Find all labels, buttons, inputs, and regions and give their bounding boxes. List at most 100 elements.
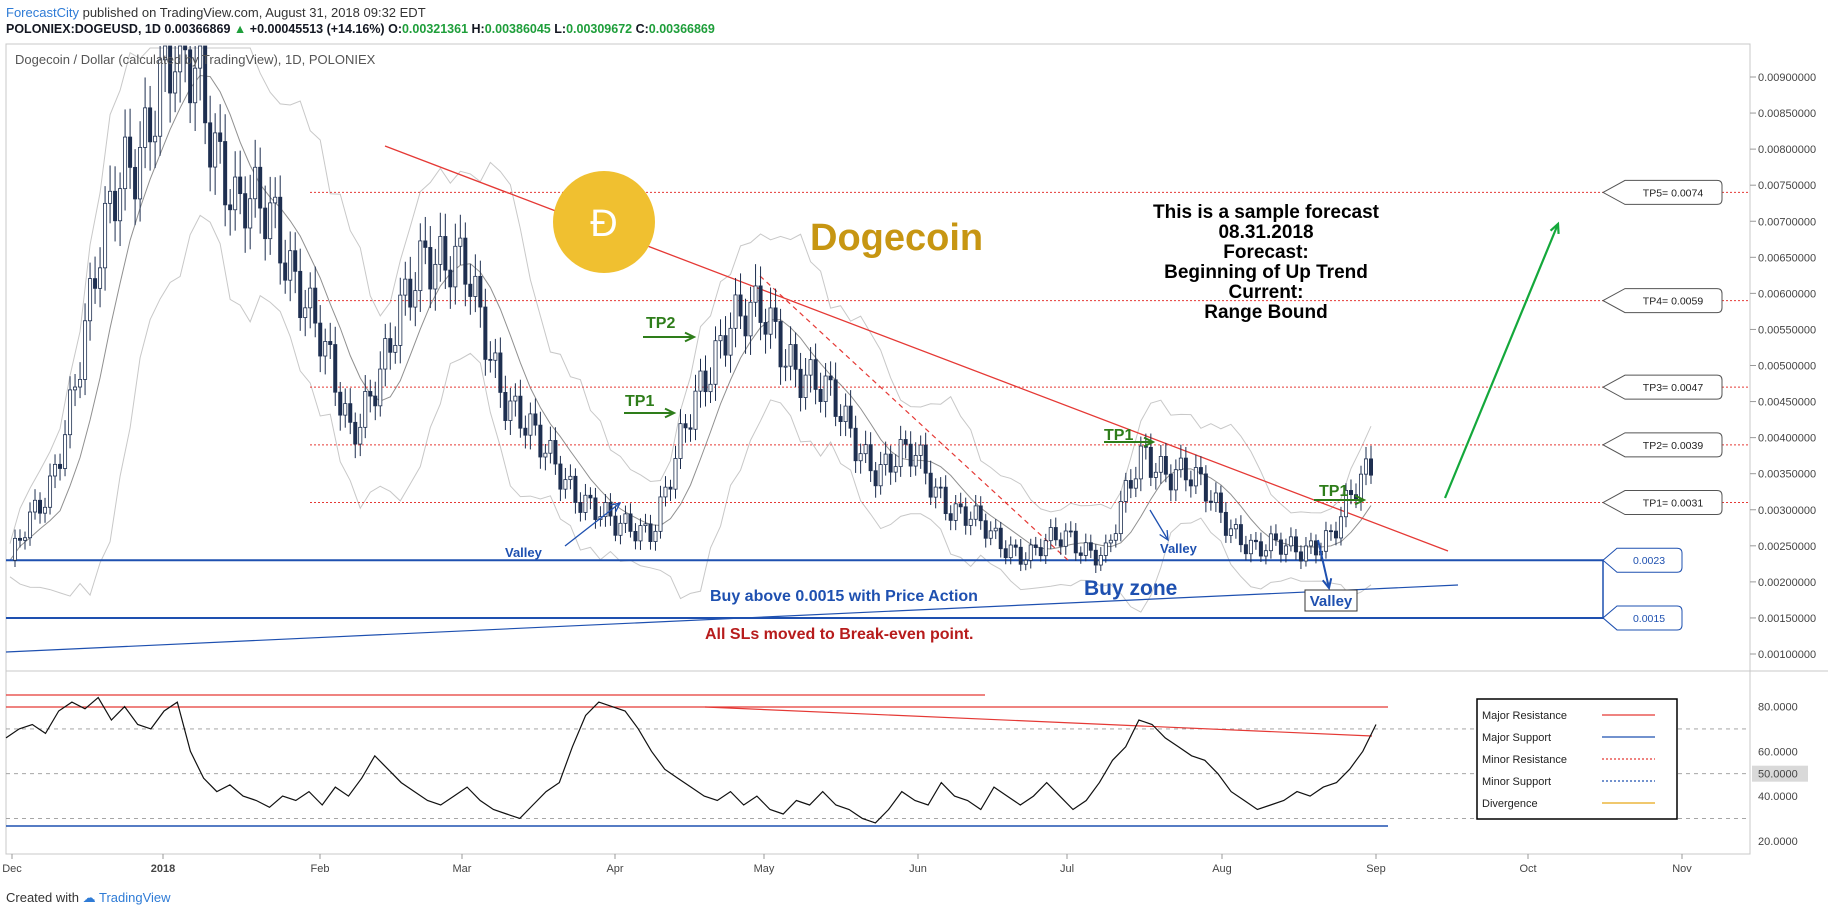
candle-body xyxy=(178,45,183,73)
valley-arrow-apr-head xyxy=(610,502,622,513)
price-tick-label: 0.00450000 xyxy=(1758,397,1816,409)
candle-body xyxy=(73,386,78,391)
candle-body xyxy=(878,464,883,487)
candle-body xyxy=(628,513,633,532)
candle-body xyxy=(378,368,383,407)
candle-body xyxy=(1183,457,1188,481)
time-tick-label: 2018 xyxy=(151,863,175,875)
candle-body xyxy=(233,176,238,211)
candle-body xyxy=(1018,546,1023,565)
time-tick-label: Aug xyxy=(1212,863,1232,875)
symbol: POLONIEX:DOGEUSD, 1D xyxy=(6,22,161,36)
candle-body xyxy=(113,190,118,222)
candle-body xyxy=(298,270,303,319)
price-tick-label: 0.00850000 xyxy=(1758,108,1816,120)
candle-body xyxy=(968,518,973,526)
candle-body xyxy=(1323,530,1328,552)
candle-body xyxy=(573,475,578,503)
tradingview-link[interactable]: TradingView xyxy=(99,890,171,905)
candle-body xyxy=(733,294,738,329)
candle-body xyxy=(1303,545,1308,562)
valley-label-jul: Valley xyxy=(1160,541,1198,556)
candle-body xyxy=(103,202,108,269)
tp1-label-apr: TP1 xyxy=(625,393,654,410)
created-with-label: Created with xyxy=(6,890,79,905)
candle-body xyxy=(28,511,33,539)
price-tick-label: 0.00800000 xyxy=(1758,144,1816,156)
time-tick-label: Oct xyxy=(1519,863,1536,875)
forecast-up-arrow-head xyxy=(1549,221,1560,235)
candle-body xyxy=(973,505,978,520)
legend-label: Minor Support xyxy=(1482,776,1551,788)
candle-body xyxy=(78,379,83,388)
last-price: 0.00366869 xyxy=(164,22,231,36)
candle-body xyxy=(293,250,298,272)
candle-body xyxy=(678,423,683,459)
candle-body xyxy=(868,444,873,472)
valley-label-aug: Valley xyxy=(1310,593,1353,610)
candle-body xyxy=(163,45,168,61)
valley-box xyxy=(1304,589,1358,612)
candle-body xyxy=(708,383,713,393)
support-callout xyxy=(1602,605,1683,631)
candle-body xyxy=(533,413,538,426)
valley-arrow-jul xyxy=(1149,509,1169,541)
middle-band xyxy=(9,74,1372,561)
candle-body xyxy=(48,475,53,508)
candle-body xyxy=(583,494,588,513)
candle-body xyxy=(123,136,128,190)
candle-body xyxy=(1043,540,1048,557)
candle-body xyxy=(423,240,428,248)
candle-body xyxy=(938,486,943,489)
candle-body xyxy=(698,370,703,392)
forecast-text: This is a sample forecast 08.31.2018 For… xyxy=(1153,202,1380,323)
candle-body xyxy=(198,45,203,69)
candle-body xyxy=(1093,549,1098,566)
time-tick-label: Nov xyxy=(1672,863,1692,875)
price-tick-label: 0.00250000 xyxy=(1758,541,1816,553)
candle-body xyxy=(1133,478,1138,489)
candle-body xyxy=(523,427,528,436)
forecast-line-3: Forecast: xyxy=(1223,242,1309,263)
candle-body xyxy=(803,374,808,398)
candle-body xyxy=(553,440,558,465)
candle-body xyxy=(1218,492,1223,513)
candle-body xyxy=(1308,540,1313,547)
candle-body xyxy=(1098,555,1103,566)
candle-body xyxy=(978,505,983,522)
candle-body xyxy=(323,341,328,357)
price-tick-label: 0.00400000 xyxy=(1758,433,1816,445)
tp1-label-jul: TP1 xyxy=(1104,427,1133,444)
candle-body xyxy=(468,283,473,297)
candle-body xyxy=(483,306,488,360)
candle-body xyxy=(663,486,668,498)
candle-body xyxy=(193,67,198,104)
forecast-line-1: This is a sample forecast xyxy=(1153,202,1380,223)
candle-body xyxy=(23,537,28,541)
tp-callout xyxy=(1601,288,1723,314)
publisher-link[interactable]: ForecastCity xyxy=(6,5,79,20)
ohlc-line: POLONIEX:DOGEUSD, 1D 0.00366869 ▲ +0.000… xyxy=(6,22,715,36)
publish-line: ForecastCity published on TradingView.co… xyxy=(6,5,426,20)
candle-body xyxy=(393,345,398,353)
candle-body xyxy=(1338,516,1343,539)
candle-body xyxy=(128,136,133,168)
tp2-label: TP2 xyxy=(646,315,675,332)
price-tick-label: 0.00550000 xyxy=(1758,324,1816,336)
candle-body xyxy=(1278,539,1283,555)
candle-body xyxy=(93,278,98,289)
candle-body xyxy=(558,463,563,490)
bollinger-bands xyxy=(9,47,1372,613)
candle-body xyxy=(863,444,868,455)
valley-arrow-jul-head xyxy=(1159,529,1169,542)
candle-body xyxy=(858,453,863,462)
candle-body xyxy=(1178,457,1183,471)
candle-body xyxy=(833,379,838,417)
lower-band xyxy=(9,214,1372,613)
price-tick-label: 0.00300000 xyxy=(1758,505,1816,517)
candle-body xyxy=(1058,539,1063,547)
candle-body xyxy=(1138,445,1143,480)
candle-body xyxy=(148,107,153,143)
valley-label-apr: Valley xyxy=(505,545,543,560)
